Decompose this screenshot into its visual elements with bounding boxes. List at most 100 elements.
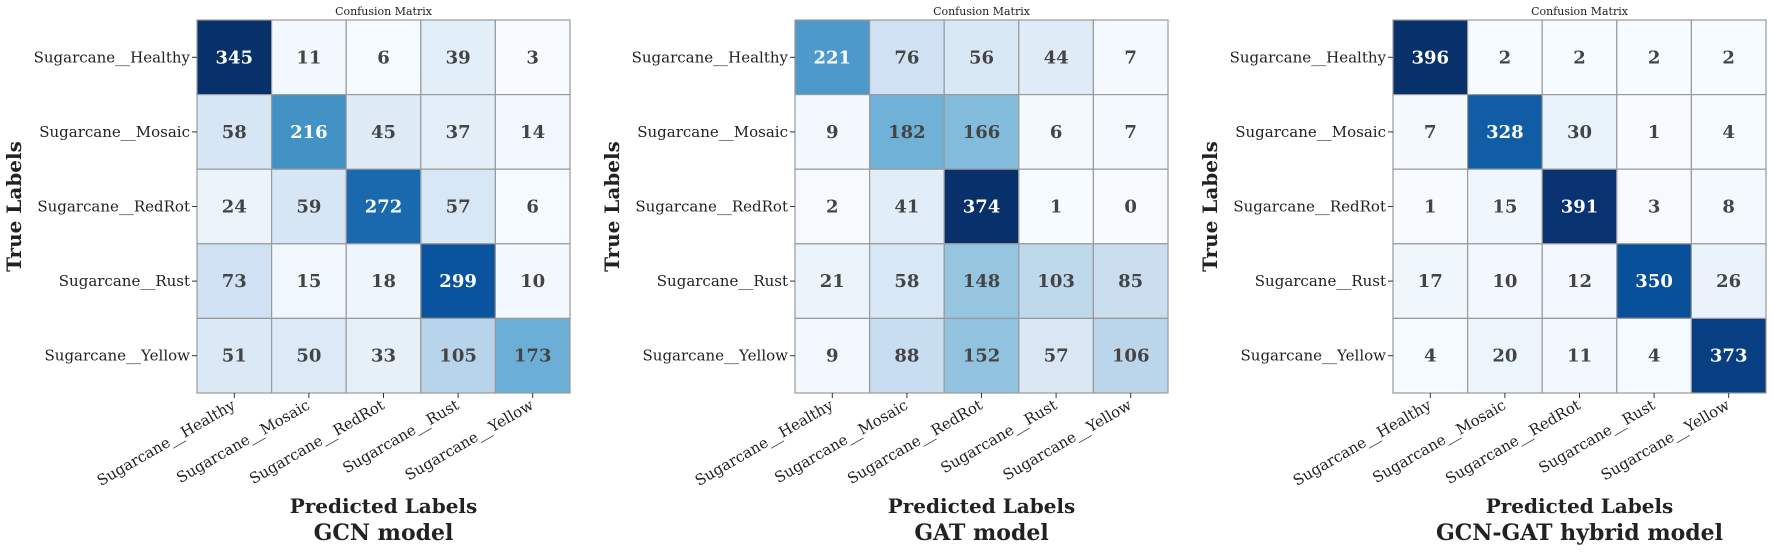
heatmap-cell [271,243,347,320]
cell-value-label: 299 [439,271,477,292]
y-tick-label: Sugarcane__Mosaic [39,123,190,141]
cell-value-label: 18 [371,271,396,292]
cell-value-label: 58 [894,271,919,292]
confusion-matrix-panel-3: Confusion Matrix 396 2 2 2 2 7 328 30 1 4 1 15 391 3 8 1… [1198,5,1767,546]
cell-value-label: 4 [1648,346,1661,367]
y-tick-label: Sugarcane__Rust [1255,272,1386,290]
cell-value-label: 173 [514,346,552,367]
cell-value-label: 21 [820,271,845,292]
chart-title: Confusion Matrix [933,5,1031,18]
heatmap-cell [943,317,1020,394]
y-tick-label: Sugarcane__Mosaic [1235,123,1386,141]
x-tick-label: Sugarcane__RedRot [844,396,985,488]
y-tick-label: Sugarcane__Healthy [1230,48,1387,66]
y-tick-label: Sugarcane__Rust [59,272,190,290]
heatmap-cell [1466,168,1543,245]
cell-value-label: 1 [1050,197,1063,218]
cell-value-label: 11 [1567,346,1592,367]
y-tick-label: Sugarcane__Yellow [1241,347,1387,365]
cell-value-label: 4 [1424,346,1437,367]
heatmap-cell [943,19,1020,96]
heatmap-cell [494,93,571,170]
cell-value-label: 24 [222,197,247,218]
cell-value-label: 2 [1499,47,1512,68]
cell-value-label: 396 [1412,47,1450,68]
cell-value-label: 3 [1648,197,1661,218]
heatmap-cell [943,243,1020,320]
y-axis-label: True Labels [2,141,26,272]
heatmap-cell [1690,317,1767,394]
heatmap-cell [196,19,273,96]
heatmap-cell [1018,168,1094,245]
heatmap-cell [868,168,945,245]
confusion-matrix-panel-2: Confusion Matrix 221 76 56 44 7 9 182 166 6 7 2 41 37… [600,5,1169,546]
y-tick-label: Sugarcane__Yellow [45,347,191,365]
x-tick-label: Sugarcane__Healthy [692,396,837,490]
heatmap-cell [1466,243,1543,320]
heatmap-cell [1018,93,1094,170]
cell-value-label: 272 [365,197,403,218]
cell-value-label: 76 [894,47,919,68]
heatmap-cell [345,93,422,170]
cell-value-label: 57 [1044,346,1069,367]
heatmap-cell [1690,19,1767,96]
heatmap-cell [1092,19,1169,96]
cell-value-label: 33 [371,346,396,367]
heatmap-cell [1092,317,1169,394]
cell-value-label: 391 [1561,197,1599,218]
heatmap-cell [345,243,422,320]
cell-value-label: 85 [1118,271,1143,292]
cell-value-label: 103 [1037,271,1075,292]
chart-title: Confusion Matrix [335,5,433,18]
cell-value-label: 1 [1648,122,1661,143]
cell-value-label: 20 [1492,346,1517,367]
heatmap-cell [1541,168,1618,245]
heatmap-cell [868,243,945,320]
cell-value-label: 44 [1044,47,1069,68]
cell-value-label: 350 [1635,271,1673,292]
cell-value-label: 12 [1567,271,1592,292]
cell-value-label: 216 [290,122,328,143]
heatmap-cell [271,19,347,96]
heatmap-cell [794,19,871,96]
x-tick-label: Sugarcane__Healthy [94,396,239,490]
cell-value-label: 6 [526,197,539,218]
cell-value-label: 4 [1722,122,1735,143]
heatmap-cell [794,168,871,245]
cell-value-label: 148 [963,271,1001,292]
heatmap-cell [1616,243,1693,320]
heatmap-cell [1392,317,1469,394]
cell-value-label: 15 [1492,197,1517,218]
heatmap-cell [1616,168,1693,245]
y-tick-label: Sugarcane__Healthy [34,48,191,66]
y-tick-label: Sugarcane__Rust [657,272,788,290]
x-tick-label: Sugarcane__RedRot [246,396,387,488]
cell-value-label: 221 [814,47,852,68]
heatmap-cell [494,317,571,394]
y-tick-label: Sugarcane__Yellow [643,347,789,365]
chart-title: Confusion Matrix [1531,5,1629,18]
heatmap-cell [1541,19,1618,96]
x-axis-label: Predicted Labels [290,494,478,518]
heatmap-cell [1541,243,1618,320]
cell-value-label: 7 [1124,122,1137,143]
heatmap-cell [1690,243,1767,320]
cell-value-label: 8 [1722,197,1735,218]
cell-value-label: 152 [963,346,1001,367]
x-tick-label: Sugarcane__Yellow [1000,396,1135,484]
cell-value-label: 11 [296,47,321,68]
cell-value-label: 373 [1710,346,1748,367]
cell-value-label: 30 [1567,122,1592,143]
cell-value-label: 7 [1424,122,1437,143]
cell-value-label: 166 [963,122,1001,143]
heatmap-cell [345,19,422,96]
heatmap-cell [868,317,945,394]
heatmap-cell [1690,93,1767,170]
cell-value-label: 6 [1050,122,1063,143]
cell-value-label: 58 [222,122,247,143]
y-tick-label: Sugarcane__Mosaic [637,123,788,141]
x-axis-label: Predicted Labels [1486,494,1674,518]
heatmap-cell [420,19,496,96]
cell-value-label: 7 [1124,47,1137,68]
cell-value-label: 345 [216,47,254,68]
